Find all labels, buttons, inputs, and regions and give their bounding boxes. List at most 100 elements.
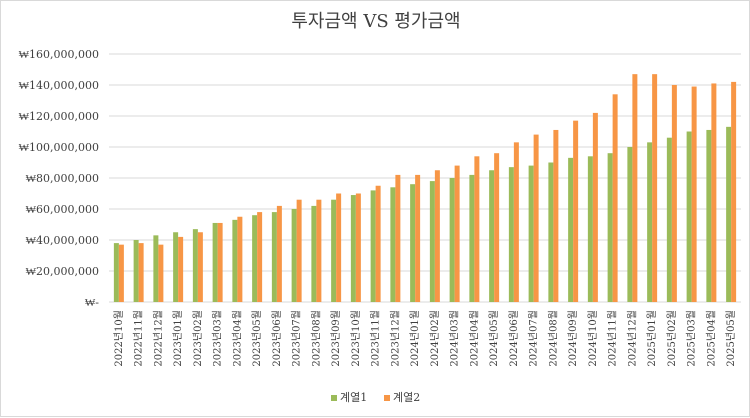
bar-계열1-2024년11월 bbox=[607, 153, 613, 302]
bar-계열2-2023년12월 bbox=[395, 174, 401, 302]
x-tick-label: 2024년02월 bbox=[429, 310, 441, 367]
bar-계열1-2024년12월 bbox=[627, 147, 633, 302]
x-tick-label: 2025년01월 bbox=[646, 310, 658, 367]
bar-계열1-2025년02월 bbox=[666, 137, 672, 302]
x-tick-label: 2023년09월 bbox=[330, 310, 342, 367]
x-tick-label: 2023년02월 bbox=[192, 310, 204, 367]
gridlines bbox=[109, 53, 741, 303]
x-axis-ticks: 2022년10월 2022년11월 2022년12월 2023년01월 2023년02월… bbox=[113, 310, 737, 367]
x-tick-label: 2024년11월 bbox=[607, 310, 619, 367]
bar-계열2-2024년11월 bbox=[612, 94, 618, 302]
y-tick-label: ₩40,000,000 bbox=[26, 234, 99, 247]
x-tick-label: 2024년09월 bbox=[567, 310, 579, 367]
x-tick-label: 2022년10월 bbox=[113, 310, 125, 367]
legend-label: 계열2 bbox=[393, 391, 420, 404]
y-tick-label: ₩60,000,000 bbox=[26, 203, 99, 216]
y-tick-label: ₩80,000,000 bbox=[26, 172, 99, 185]
bar-계열2-2023년10월 bbox=[355, 193, 361, 302]
bar-계열2-2024년06월 bbox=[513, 142, 519, 302]
x-tick-label: 2023년05월 bbox=[251, 310, 263, 367]
y-tick-label: ₩120,000,000 bbox=[19, 110, 99, 123]
x-tick-label: 2024년04월 bbox=[468, 310, 480, 367]
bar-계열2-2025년04월 bbox=[711, 83, 717, 302]
x-tick-label: 2022년11월 bbox=[133, 310, 145, 367]
bar-계열2-2022년12월 bbox=[158, 244, 164, 302]
x-tick-label: 2023년10월 bbox=[350, 310, 362, 367]
bar-계열1-2022년11월 bbox=[133, 240, 139, 302]
bars bbox=[113, 74, 737, 303]
x-tick-label: 2023년08월 bbox=[310, 310, 322, 367]
bar-계열2-2025년05월 bbox=[731, 81, 737, 303]
x-tick-label: 2025년05월 bbox=[725, 310, 737, 367]
bar-계열1-2023년03월 bbox=[212, 222, 218, 302]
bar-계열1-2023년08월 bbox=[311, 205, 317, 302]
bar-계열2-2024년07월 bbox=[533, 134, 539, 302]
bar-계열1-2024년09월 bbox=[568, 157, 574, 302]
bar-계열2-2023년09월 bbox=[336, 193, 342, 302]
bar-계열1-2025년01월 bbox=[647, 142, 653, 302]
x-tick-label: 2024년12월 bbox=[626, 310, 638, 367]
y-axis-ticks: ₩- ₩20,000,000 ₩40,000,000 ₩60,000,000 ₩80,0… bbox=[19, 48, 100, 309]
bar-계열1-2024년03월 bbox=[449, 178, 455, 302]
x-tick-label: 2023년01월 bbox=[172, 310, 184, 367]
x-tick-label: 2022년12월 bbox=[152, 310, 164, 367]
bar-계열2-2024년05월 bbox=[494, 153, 500, 302]
bar-계열2-2023년01월 bbox=[178, 236, 184, 302]
bar-계열2-2023년04월 bbox=[237, 216, 243, 302]
bar-계열1-2023년09월 bbox=[331, 199, 337, 302]
bar-계열1-2022년10월 bbox=[113, 243, 119, 302]
bar-계열1-2023년02월 bbox=[192, 229, 198, 302]
bar-계열2-2024년02월 bbox=[434, 170, 440, 302]
y-tick-label: ₩20,000,000 bbox=[26, 265, 99, 278]
x-tick-label: 2023년04월 bbox=[231, 310, 243, 367]
bar-계열2-2025년03월 bbox=[691, 86, 697, 302]
bar-계열1-2024년02월 bbox=[429, 181, 435, 302]
y-tick-label: ₩- bbox=[85, 296, 99, 309]
bar-계열2-2025년01월 bbox=[652, 74, 658, 303]
x-tick-label: 2024년06월 bbox=[508, 310, 520, 367]
bar-계열1-2025년05월 bbox=[726, 126, 732, 302]
bar-계열2-2024년10월 bbox=[592, 112, 598, 303]
bar-계열2-2023년06월 bbox=[276, 205, 282, 302]
bar-계열2-2023년02월 bbox=[197, 232, 203, 302]
x-tick-label: 2023년07월 bbox=[291, 310, 303, 367]
bar-계열2-2025년02월 bbox=[671, 85, 677, 302]
bar-계열1-2025년03월 bbox=[686, 131, 692, 302]
bar-계열2-2024년12월 bbox=[632, 74, 638, 303]
bar-계열1-2024년05월 bbox=[489, 170, 495, 302]
bar-계열1-2023년11월 bbox=[370, 190, 376, 302]
y-tick-label: ₩160,000,000 bbox=[19, 48, 99, 61]
bar-계열1-2025년04월 bbox=[706, 129, 712, 302]
bar-계열1-2023년05월 bbox=[252, 215, 258, 302]
bar-계열2-2023년08월 bbox=[316, 199, 322, 302]
x-tick-label: 2023년03월 bbox=[212, 310, 224, 367]
bar-계열2-2024년08월 bbox=[553, 129, 559, 302]
bar-계열2-2024년09월 bbox=[573, 120, 579, 303]
bar-계열2-2023년05월 bbox=[257, 212, 263, 302]
bar-계열1-2022년12월 bbox=[153, 235, 159, 302]
bar-계열2-2022년10월 bbox=[118, 244, 124, 302]
x-tick-label: 2023년12월 bbox=[389, 310, 401, 367]
chart-title: 투자금액 VS 평가금액 bbox=[291, 11, 460, 32]
bar-계열1-2024년04월 bbox=[469, 174, 475, 302]
legend: 계열1 계열2 bbox=[331, 391, 420, 404]
bar-계열1-2024년07월 bbox=[528, 165, 534, 302]
legend-label: 계열1 bbox=[340, 391, 367, 404]
bar-계열1-2024년01월 bbox=[410, 184, 416, 302]
x-tick-label: 2025년04월 bbox=[705, 310, 717, 367]
bar-계열2-2023년11월 bbox=[375, 185, 381, 302]
bar-계열2-2024년01월 bbox=[415, 174, 421, 302]
bar-계열2-2022년11월 bbox=[138, 243, 144, 302]
bar-계열1-2023년04월 bbox=[232, 219, 238, 302]
x-tick-label: 2024년08월 bbox=[547, 310, 559, 367]
bar-계열1-2023년10월 bbox=[350, 195, 356, 302]
legend-swatch-계열2 bbox=[384, 395, 390, 401]
x-tick-label: 2024년10월 bbox=[587, 310, 599, 367]
x-tick-label: 2023년11월 bbox=[370, 310, 382, 367]
bar-계열2-2024년03월 bbox=[454, 165, 460, 302]
bar-계열2-2023년03월 bbox=[217, 222, 223, 302]
bar-계열1-2023년07월 bbox=[291, 209, 297, 302]
bar-계열1-2024년10월 bbox=[587, 156, 593, 302]
